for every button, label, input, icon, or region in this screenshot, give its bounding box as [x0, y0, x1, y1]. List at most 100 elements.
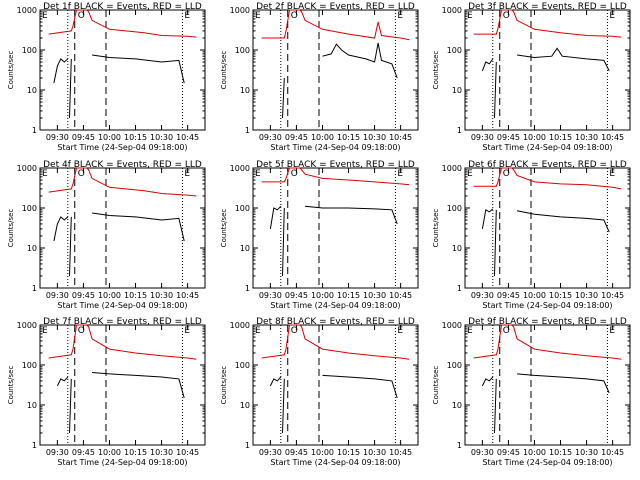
x-tick-label: 10:45 [176, 448, 199, 457]
y-tick-label: 1 [32, 441, 37, 450]
detector-panel-4: Det 4f BLACK = Events, RED = LLD 1 10 100 10… [7, 160, 206, 310]
y-tick-label: 100 [447, 204, 462, 213]
series-line-events [69, 216, 72, 277]
marker-label-circle: O [291, 169, 298, 179]
marker-label-start: E [255, 326, 261, 336]
x-axis-label: Start Time (24-Sep-04 09:18:00) [482, 301, 612, 310]
x-tick-label: 10:15 [549, 133, 572, 142]
x-axis-label: Start Time (24-Sep-04 09:18:00) [57, 301, 187, 310]
y-tick-label: 1 [457, 284, 462, 293]
x-tick-label: 09:45 [497, 133, 520, 142]
y-axis-label: Counts/sec [220, 209, 228, 248]
x-tick-label: 09:30 [259, 133, 282, 142]
x-tick-label: 09:30 [471, 291, 494, 300]
x-tick-label: 10:15 [124, 448, 147, 457]
y-tick-label: 10 [452, 401, 462, 410]
x-tick-label: 10:00 [311, 133, 334, 142]
detector-panel-1: Det 1f BLACK = Events, RED = LLD 1 10 100 10… [7, 2, 206, 152]
series-line-events [494, 61, 497, 119]
x-tick-label: 10:30 [363, 133, 386, 142]
y-tick-label: 1000 [442, 164, 462, 173]
y-tick-label: 10 [452, 86, 462, 95]
marker-label-end: E [397, 326, 403, 336]
y-tick-label: 100 [22, 46, 37, 55]
y-tick-label: 1000 [230, 6, 250, 15]
marker-label-start: E [255, 11, 261, 21]
series-line-lld [261, 167, 410, 186]
y-tick-label: 1000 [442, 321, 462, 330]
panel-title: Det 5f BLACK = Events, RED = LLD [256, 160, 415, 170]
series-line-events [494, 209, 497, 277]
series-line-events [322, 42, 398, 79]
marker-label-start: E [467, 326, 473, 336]
plot-frame [464, 167, 631, 289]
x-tick-label: 10:45 [389, 448, 412, 457]
y-axis-label: Counts/sec [432, 51, 440, 90]
x-tick-label: 10:00 [98, 133, 121, 142]
plot-frame [39, 167, 206, 289]
x-tick-label: 10:45 [176, 133, 199, 142]
x-tick-label: 10:30 [150, 133, 173, 142]
y-tick-label: 1 [245, 441, 250, 450]
y-tick-label: 100 [235, 46, 250, 55]
marker-label-end: E [609, 169, 615, 179]
y-tick-label: 1 [457, 441, 462, 450]
y-tick-label: 1 [457, 126, 462, 135]
marker-label-start: E [467, 11, 473, 21]
y-axis-label: Counts/sec [7, 209, 15, 248]
y-axis-label: Counts/sec [220, 51, 228, 90]
x-axis-label: Start Time (24-Sep-04 09:18:00) [482, 458, 612, 467]
y-tick-label: 1 [245, 284, 250, 293]
plot-frame [39, 9, 206, 131]
x-tick-label: 10:15 [337, 448, 360, 457]
series-line-events [92, 372, 185, 399]
panel-title: Det 1f BLACK = Events, RED = LLD [43, 2, 202, 12]
y-tick-label: 10 [240, 401, 250, 410]
y-tick-label: 1000 [17, 321, 37, 330]
x-tick-label: 09:30 [471, 448, 494, 457]
detector-panel-5: Det 5f BLACK = Events, RED = LLD 1 10 100 10… [220, 160, 419, 310]
marker-label-end: E [609, 11, 615, 21]
marker-label-start: E [42, 169, 48, 179]
x-tick-label: 10:45 [601, 448, 624, 457]
series-line-events [481, 208, 494, 229]
detector-panel-3: Det 3f BLACK = Events, RED = LLD 1 10 100 10… [432, 2, 631, 152]
x-axis-label: Start Time (24-Sep-04 09:18:00) [482, 143, 612, 152]
x-axis-label: Start Time (24-Sep-04 09:18:00) [270, 301, 400, 310]
y-tick-label: 100 [447, 46, 462, 55]
series-line-lld [473, 167, 622, 190]
x-tick-label: 10:00 [523, 291, 546, 300]
panel-title: Det 8f BLACK = Events, RED = LLD [256, 317, 415, 327]
x-tick-label: 10:00 [98, 448, 121, 457]
x-axis-label: Start Time (24-Sep-04 09:18:00) [270, 458, 400, 467]
x-tick-label: 10:45 [389, 133, 412, 142]
marker-label-end: E [184, 11, 190, 21]
x-axis-label: Start Time (24-Sep-04 09:18:00) [270, 143, 400, 152]
panel-title: Det 9f BLACK = Events, RED = LLD [468, 317, 627, 327]
marker-label-circle: O [503, 169, 510, 179]
x-tick-label: 10:00 [311, 291, 334, 300]
panel-title: Det 3f BLACK = Events, RED = LLD [468, 2, 627, 12]
marker-label-end: E [184, 326, 190, 336]
y-tick-label: 100 [235, 204, 250, 213]
marker-label-start: E [42, 11, 48, 21]
x-tick-label: 09:45 [72, 133, 95, 142]
marker-label-start: E [467, 169, 473, 179]
series-line-events [517, 210, 610, 233]
series-line-events [282, 77, 285, 119]
x-tick-label: 10:00 [98, 291, 121, 300]
series-line-events [92, 212, 185, 242]
x-tick-label: 09:30 [259, 448, 282, 457]
x-tick-label: 10:15 [549, 448, 572, 457]
series-line-lld [261, 9, 410, 41]
x-tick-label: 10:00 [523, 448, 546, 457]
x-tick-label: 10:15 [549, 291, 572, 300]
x-tick-label: 10:30 [363, 291, 386, 300]
series-line-events [53, 58, 69, 84]
series-line-events [517, 373, 610, 394]
y-axis-label: Counts/sec [220, 366, 228, 405]
marker-label-circle: O [78, 326, 85, 336]
x-tick-label: 10:45 [176, 291, 199, 300]
x-tick-label: 10:15 [337, 291, 360, 300]
